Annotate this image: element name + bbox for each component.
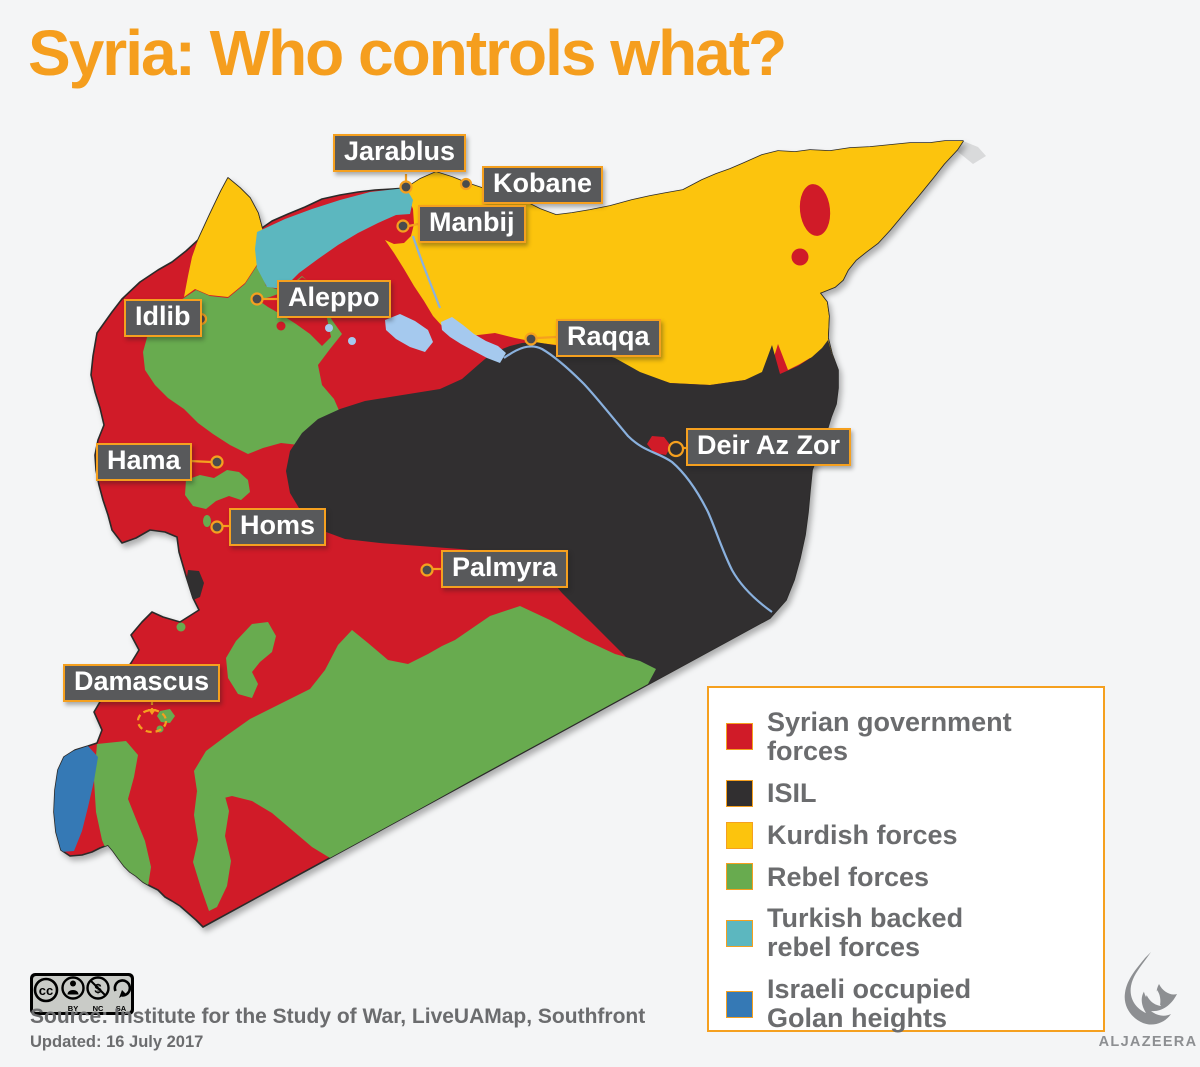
- river-euphrates: [411, 235, 773, 613]
- government-pocket-qamishli: [799, 184, 831, 236]
- rebel-swatch-icon: [726, 863, 753, 891]
- government-pocket-2: [276, 321, 286, 331]
- legend: Syrian government forces ISIL Kurdish fo…: [707, 686, 1105, 1032]
- city-marker-palmyra: [420, 563, 434, 577]
- lake-small-1: [348, 337, 356, 345]
- city-label-damascus: Damascus: [63, 664, 221, 703]
- turkey-border-sliver: [957, 141, 986, 164]
- updated-text: Updated: 16 July 2017: [30, 1033, 204, 1051]
- government-swatch-icon: [726, 723, 753, 751]
- legend-item-rebel: Rebel forces: [726, 862, 1086, 892]
- city-marker-manbij: [396, 219, 410, 233]
- lake-assad: [441, 317, 506, 363]
- legend-item-golan: Israeli occupied Golan heights: [726, 975, 1086, 1033]
- rebel-speck-damascus-1: [157, 709, 175, 723]
- region-isil: [286, 340, 838, 684]
- aljazeera-branding: ALJAZEERA: [1093, 950, 1200, 1050]
- isil-swatch-icon: [726, 779, 753, 807]
- city-label-homs: Homs: [229, 508, 327, 547]
- legend-item-isil: ISIL: [726, 778, 1086, 808]
- region-rebel-south-band: [194, 606, 656, 858]
- region-golan: [54, 746, 98, 852]
- city-marker-homs: [210, 520, 224, 534]
- city-marker-hama: [210, 455, 224, 469]
- city-label-deir-az-zor: Deir Az Zor: [686, 428, 852, 467]
- cc-sa-icon: [113, 979, 132, 998]
- city-marker-damascus: [136, 708, 168, 734]
- city-marker-jarablus: [399, 180, 413, 194]
- golan-swatch-icon: [726, 990, 753, 1018]
- source-text: Source: Institute for the Study of War, …: [30, 1005, 646, 1028]
- city-marker-kobane: [459, 177, 473, 191]
- city-label-jarablus: Jarablus: [333, 134, 467, 173]
- city-label-raqqa: Raqqa: [556, 319, 661, 358]
- legend-item-turkish: Turkish backed rebel forces: [726, 904, 1086, 962]
- city-marker-raqqa: [524, 332, 538, 346]
- city-label-manbij: Manbij: [418, 205, 526, 244]
- aljazeera-wordmark: ALJAZEERA: [1098, 1034, 1198, 1050]
- city-label-kobane: Kobane: [482, 166, 604, 205]
- government-pocket-deir: [647, 436, 671, 455]
- svg-text:cc: cc: [39, 983, 53, 998]
- lake-jabbul: [385, 314, 433, 352]
- page-title: Syria: Who controls what?: [28, 17, 787, 89]
- city-label-palmyra: Palmyra: [441, 550, 569, 589]
- region-rebel-south-column: [193, 789, 231, 911]
- svg-text:BY: BY: [68, 1004, 78, 1013]
- region-turkish-backed: [255, 188, 413, 289]
- city-label-aleppo: Aleppo: [277, 280, 391, 319]
- cc-license-badge: cc $ BY NC SA: [30, 973, 134, 1015]
- turkish-swatch-icon: [726, 919, 753, 947]
- city-marker-aleppo: [250, 292, 264, 306]
- region-rebel-damascus-blob: [226, 622, 276, 698]
- rebel-speck-border: [176, 622, 186, 632]
- government-pocket-qamishli-2: [791, 248, 809, 266]
- cc-by-icon: [61, 976, 85, 1000]
- region-rebel-rastan: [185, 470, 250, 509]
- city-markers: [136, 174, 687, 734]
- cc-nc-icon: $: [86, 976, 110, 1000]
- leader-manbij: [408, 222, 419, 228]
- aljazeera-logo-icon: [1124, 952, 1177, 1025]
- city-label-idlib: Idlib: [124, 299, 202, 338]
- lake-small-2: [325, 324, 333, 332]
- region-kurdish-afrin: [184, 178, 266, 297]
- kurdish-swatch-icon: [726, 821, 753, 849]
- svg-text:NC: NC: [93, 1004, 104, 1013]
- rebel-speck-homs: [203, 515, 211, 527]
- cc-icon: cc: [33, 977, 59, 1003]
- damascus-arrow-head: [148, 709, 156, 715]
- legend-item-government: Syrian government forces: [726, 708, 1086, 766]
- legend-item-kurdish: Kurdish forces: [726, 820, 1086, 850]
- city-label-hama: Hama: [96, 443, 192, 482]
- region-rebel-golan-east: [94, 741, 151, 906]
- svg-text:SA: SA: [116, 1004, 127, 1013]
- leader-raqqa: [536, 335, 557, 340]
- city-marker-deir-az-zor: [667, 440, 685, 458]
- leader-hama: [189, 459, 212, 464]
